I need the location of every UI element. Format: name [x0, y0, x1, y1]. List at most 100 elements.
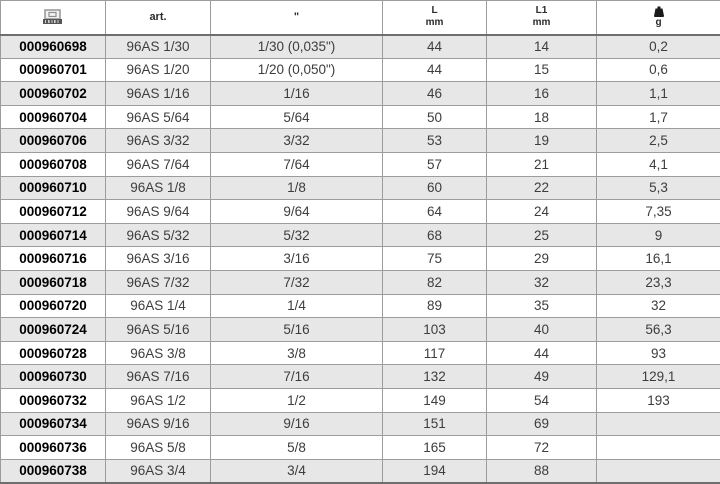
table-row: 000960714 96AS 5/32 5/32 68 25 9	[0, 222, 720, 248]
cell-weight: 1,1	[596, 81, 720, 106]
cell-length1: 22	[486, 175, 597, 201]
cell-inch: 3/16	[210, 246, 383, 271]
table-row: 000960720 96AS 1/4 1/4 89 35 32	[0, 293, 720, 319]
cell-length: 44	[382, 34, 487, 59]
table-row: 000960736 96AS 5/8 5/8 165 72	[0, 435, 720, 460]
cell-code: 000960704	[0, 104, 106, 130]
table-row: 000960712 96AS 9/64 9/64 64 24 7,35	[0, 199, 720, 224]
cell-inch: 7/32	[210, 269, 383, 295]
cell-length: 149	[382, 387, 487, 413]
column-header-weight: g	[596, 0, 720, 36]
cell-weight	[596, 458, 720, 484]
cell-length: 132	[382, 364, 487, 389]
cell-art: 96AS 3/16	[105, 246, 211, 271]
cell-code: 000960738	[0, 458, 106, 484]
cell-weight: 0,6	[596, 57, 720, 83]
cell-inch: 3/4	[210, 458, 383, 484]
cell-length1: 72	[486, 435, 597, 460]
table-row: 000960730 96AS 7/16 7/16 132 49 129,1	[0, 364, 720, 389]
cell-code: 000960734	[0, 411, 106, 437]
table-row: 000960734 96AS 9/16 9/16 151 69	[0, 411, 720, 437]
cell-length: 89	[382, 293, 487, 319]
cell-length1: 21	[486, 151, 597, 177]
length1-label: L1	[535, 5, 548, 17]
cell-length1: 18	[486, 104, 597, 130]
table-row: 000960728 96AS 3/8 3/8 117 44 93	[0, 340, 720, 366]
cell-art: 96AS 5/8	[105, 435, 211, 460]
cell-length1: 88	[486, 458, 597, 484]
cell-length1: 16	[486, 81, 597, 106]
cell-art: 96AS 1/4	[105, 293, 211, 319]
cell-length: 75	[382, 246, 487, 271]
cell-art: 96AS 3/32	[105, 128, 211, 153]
column-header-art: art.	[105, 0, 211, 36]
table-row: 000960710 96AS 1/8 1/8 60 22 5,3	[0, 175, 720, 201]
cell-inch: 1/4	[210, 293, 383, 319]
cell-weight: 1,7	[596, 104, 720, 130]
cell-art: 96AS 5/16	[105, 317, 211, 342]
cell-length1: 25	[486, 222, 597, 248]
column-header-length: L mm	[382, 0, 487, 36]
cell-art: 96AS 7/64	[105, 151, 211, 177]
cell-length: 46	[382, 81, 487, 106]
cell-inch: 9/64	[210, 199, 383, 224]
table-row: 000960702 96AS 1/16 1/16 46 16 1,1	[0, 81, 720, 106]
cell-code: 000960712	[0, 199, 106, 224]
cell-code: 000960716	[0, 246, 106, 271]
cell-length1: 32	[486, 269, 597, 295]
cell-code: 000960706	[0, 128, 106, 153]
cell-length1: 40	[486, 317, 597, 342]
barcode-icon	[2, 8, 105, 26]
cell-weight: 129,1	[596, 364, 720, 389]
cell-length1: 54	[486, 387, 597, 413]
cell-inch: 1/20 (0,050")	[210, 57, 383, 83]
cell-length1: 69	[486, 411, 597, 437]
cell-art: 96AS 1/20	[105, 57, 211, 83]
cell-inch: 5/8	[210, 435, 383, 460]
cell-inch: 1/2	[210, 387, 383, 413]
cell-length: 194	[382, 458, 487, 484]
table-row: 000960738 96AS 3/4 3/4 194 88	[0, 458, 720, 484]
art-label: art.	[149, 11, 167, 24]
length-label: L	[431, 5, 438, 17]
cell-art: 96AS 1/2	[105, 387, 211, 413]
cell-code: 000960730	[0, 364, 106, 389]
inch-label: "	[293, 11, 300, 24]
weight-icon	[653, 6, 665, 17]
table-row: 000960701 96AS 1/20 1/20 (0,050") 44 15 …	[0, 57, 720, 83]
table-row: 000960708 96AS 7/64 7/64 57 21 4,1	[0, 151, 720, 177]
cell-length1: 35	[486, 293, 597, 319]
cell-inch: 5/32	[210, 222, 383, 248]
length1-unit-label: mm	[532, 17, 551, 29]
cell-art: 96AS 1/8	[105, 175, 211, 201]
cell-art: 96AS 1/30	[105, 34, 211, 59]
cell-weight: 0,2	[596, 34, 720, 59]
column-header-length1: L1 mm	[486, 0, 597, 36]
header-row: art. " L mm L1 mm	[0, 0, 720, 36]
cell-weight: 193	[596, 387, 720, 413]
table-row: 000960718 96AS 7/32 7/32 82 32 23,3	[0, 269, 720, 295]
length-unit-label: mm	[425, 17, 444, 29]
cell-code: 000960710	[0, 175, 106, 201]
cell-inch: 7/64	[210, 151, 383, 177]
table-row: 000960716 96AS 3/16 3/16 75 29 16,1	[0, 246, 720, 271]
cell-length: 68	[382, 222, 487, 248]
cell-weight: 9	[596, 222, 720, 248]
cell-art: 96AS 9/64	[105, 199, 211, 224]
cell-inch: 5/64	[210, 104, 383, 130]
cell-weight: 5,3	[596, 175, 720, 201]
cell-inch: 7/16	[210, 364, 383, 389]
cell-weight: 4,1	[596, 151, 720, 177]
table-row: 000960698 96AS 1/30 1/30 (0,035") 44 14 …	[0, 34, 720, 59]
cell-code: 000960724	[0, 317, 106, 342]
table-row: 000960732 96AS 1/2 1/2 149 54 193	[0, 387, 720, 413]
cell-code: 000960702	[0, 81, 106, 106]
cell-length1: 49	[486, 364, 597, 389]
cell-length: 165	[382, 435, 487, 460]
cell-weight: 32	[596, 293, 720, 319]
table-row: 000960704 96AS 5/64 5/64 50 18 1,7	[0, 104, 720, 130]
cell-art: 96AS 1/16	[105, 81, 211, 106]
table-row: 000960706 96AS 3/32 3/32 53 19 2,5	[0, 128, 720, 153]
cell-weight: 23,3	[596, 269, 720, 295]
